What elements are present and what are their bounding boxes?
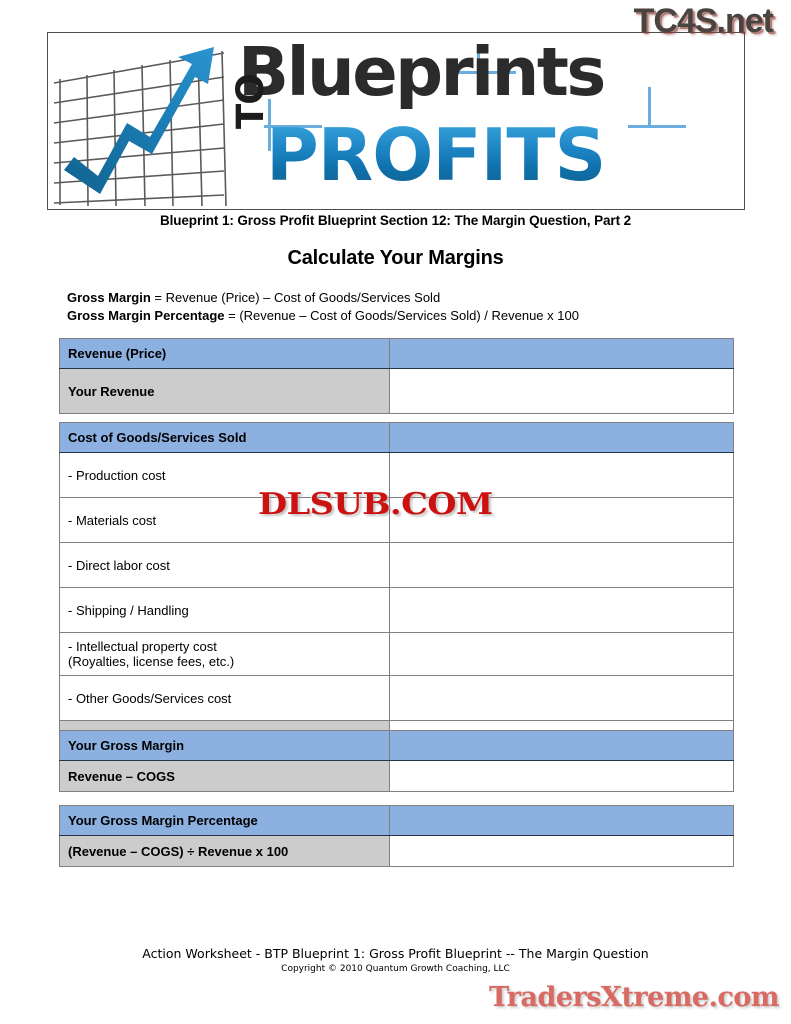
watermark-dlsub: DLSUB.COM [257, 486, 494, 522]
table-row: - Production cost [59, 452, 734, 498]
formula-block: Gross Margin = Revenue (Price) – Cost of… [67, 289, 579, 325]
page-title: Calculate Your Margins [287, 247, 504, 269]
logo-frame: Blueprints TO PROFITS [47, 32, 745, 210]
formula-label: Gross Margin [67, 290, 151, 305]
watermark-tc4s: TC4S.net [633, 2, 774, 40]
revenue-header-value [389, 338, 734, 369]
gross-margin-percentage-header-label: Your Gross Margin Percentage [59, 805, 390, 836]
row-input-production-cost[interactable] [389, 452, 734, 498]
section-caption: Blueprint 1: Gross Profit Blueprint Sect… [159, 213, 632, 228]
table-row: - Materials cost [59, 497, 734, 543]
revenue-header-label: Revenue (Price) [59, 338, 390, 369]
table-header-row: Cost of Goods/Services Sold [59, 422, 734, 453]
row-label-revenue-minus-cogs: Revenue – COGS [59, 760, 390, 792]
revenue-table: Revenue (Price) Your Revenue [59, 338, 734, 414]
table-row: Revenue – COGS [59, 760, 734, 792]
tick-mark [268, 99, 271, 151]
row-label-other-goods-services-cost: - Other Goods/Services cost [59, 675, 390, 721]
tick-mark [264, 125, 322, 128]
logo-wordmark: Blueprints TO PROFITS [224, 33, 744, 209]
row-input-materials-cost[interactable] [389, 497, 734, 543]
cogs-header-value [389, 422, 734, 453]
formula-body: = (Revenue – Cost of Goods/Services Sold… [224, 308, 579, 323]
row-input-shipping-handling[interactable] [389, 587, 734, 633]
cogs-header-label: Cost of Goods/Services Sold [59, 422, 390, 453]
footer: Action Worksheet - BTP Blueprint 1: Gros… [0, 946, 791, 974]
watermark-tradersxtreme: TradersXtreme.com [489, 981, 781, 1013]
table-row: - Intellectual property cost (Royalties,… [59, 632, 734, 676]
gross-margin-percentage-header-value [389, 805, 734, 836]
formula-label: Gross Margin Percentage [67, 308, 225, 323]
row-input-your-revenue[interactable] [389, 368, 734, 414]
cogs-table: Cost of Goods/Services Sold - Production… [59, 422, 734, 766]
formula-gross-margin-percentage: Gross Margin Percentage = (Revenue – Cos… [67, 307, 579, 325]
table-row: - Other Goods/Services cost [59, 675, 734, 721]
row-input-other-goods-services-cost[interactable] [389, 675, 734, 721]
gross-margin-header-label: Your Gross Margin [59, 730, 390, 761]
table-row: (Revenue – COGS) ÷ Revenue x 100 [59, 835, 734, 867]
table-row: - Shipping / Handling [59, 587, 734, 633]
row-label-production-cost: - Production cost [59, 452, 390, 498]
table-row: Your Revenue [59, 368, 734, 414]
row-label-intellectual-property-cost: - Intellectual property cost (Royalties,… [59, 632, 390, 676]
logo-word-blueprints: Blueprints [238, 33, 606, 111]
formula-body: = Revenue (Price) – Cost of Goods/Servic… [150, 290, 441, 305]
row-label-direct-labor-cost: - Direct labor cost [59, 542, 390, 588]
table-row: - Direct labor cost [59, 542, 734, 588]
row-input-direct-labor-cost[interactable] [389, 542, 734, 588]
row-label-gross-margin-percentage-formula: (Revenue – COGS) ÷ Revenue x 100 [59, 835, 390, 867]
row-label-line1: - Intellectual property cost [68, 639, 217, 654]
logo-word-to: TO [229, 74, 272, 129]
table-header-row: Your Gross Margin Percentage [59, 805, 734, 836]
formula-gross-margin: Gross Margin = Revenue (Price) – Cost of… [67, 289, 579, 307]
row-input-revenue-minus-cogs[interactable] [389, 760, 734, 792]
tick-mark [458, 71, 516, 74]
rising-arrow-grid-chart-icon [52, 37, 228, 207]
gross-margin-header-value [389, 730, 734, 761]
row-input-intellectual-property-cost[interactable] [389, 632, 734, 676]
logo-word-profits: PROFITS [266, 113, 606, 197]
tick-mark [648, 87, 651, 127]
table-header-row: Your Gross Margin [59, 730, 734, 761]
tick-mark [628, 125, 686, 128]
row-label-your-revenue: Your Revenue [59, 368, 390, 414]
gross-margin-percentage-table: Your Gross Margin Percentage (Revenue – … [59, 805, 734, 867]
footer-copyright: Copyright © 2010 Quantum Growth Coaching… [281, 964, 510, 974]
gross-margin-table: Your Gross Margin Revenue – COGS [59, 730, 734, 792]
footer-worksheet-title: Action Worksheet - BTP Blueprint 1: Gros… [142, 946, 649, 961]
table-header-row: Revenue (Price) [59, 338, 734, 369]
row-label-line2: (Royalties, license fees, etc.) [68, 654, 235, 669]
row-label-shipping-handling: - Shipping / Handling [59, 587, 390, 633]
row-input-gross-margin-percentage[interactable] [389, 835, 734, 867]
